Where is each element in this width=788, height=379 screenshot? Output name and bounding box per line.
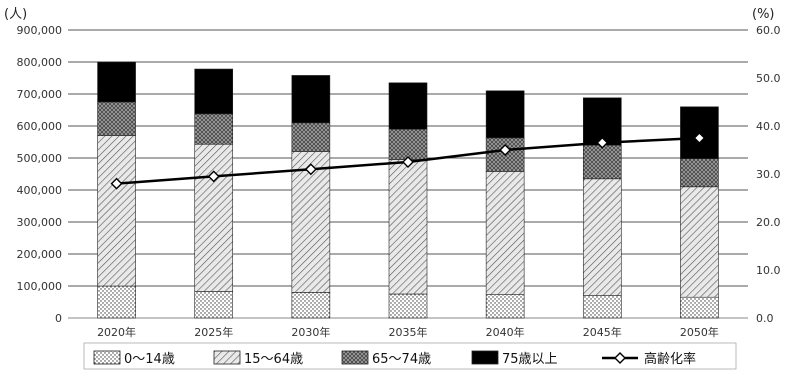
bar-segment-hatch bbox=[194, 143, 234, 292]
bar-series-group bbox=[97, 61, 719, 319]
left-tick-label: 800,000 bbox=[17, 56, 63, 69]
aging-rate-point bbox=[207, 170, 220, 183]
x-tick-label: 2045年 bbox=[583, 325, 622, 339]
legend-box bbox=[83, 342, 737, 370]
left-axis-unit: (人) bbox=[4, 7, 27, 22]
right-tick-label: 40.0 bbox=[756, 120, 781, 133]
bar-segment-solid bbox=[291, 75, 331, 124]
bar-segment-crosshatch bbox=[97, 101, 136, 136]
x-tick-label: 2035年 bbox=[389, 325, 428, 339]
bar-segment-crosshatch bbox=[194, 113, 234, 145]
bar-segment-solid bbox=[97, 61, 136, 103]
x-tick-label: 2020年 bbox=[97, 325, 136, 339]
bar-segment-dots bbox=[388, 293, 428, 319]
legend-label: 15〜64歳 bbox=[244, 352, 303, 367]
right-tick-label: 50.0 bbox=[756, 72, 781, 85]
bar-segment-dots bbox=[194, 291, 234, 319]
right-axis-unit: (%) bbox=[752, 7, 775, 22]
bar-segment-hatch bbox=[582, 178, 622, 296]
right-tick-label: 0.0 bbox=[756, 312, 774, 325]
bar-segment-dots bbox=[485, 294, 525, 319]
bar-segment-dots bbox=[291, 292, 331, 319]
legend-label: 高齢化率 bbox=[644, 351, 696, 367]
aging-rate-point bbox=[402, 156, 414, 168]
left-tick-label: 600,000 bbox=[17, 120, 63, 133]
left-tick-label: 400,000 bbox=[17, 184, 63, 197]
aging-rate-line-group bbox=[110, 132, 706, 190]
bar-segment-solid bbox=[485, 90, 525, 139]
bar-segment-dots bbox=[97, 285, 136, 319]
bar-segment-dots bbox=[680, 296, 719, 319]
x-tick-label: 2030年 bbox=[291, 325, 330, 339]
left-tick-label: 500,000 bbox=[17, 152, 63, 165]
x-tick-label: 2025年 bbox=[194, 325, 233, 339]
axes-group: 0 100,000 200,000 300,000 400,000 500,000 600,… bbox=[17, 24, 781, 339]
left-tick-label: 300,000 bbox=[17, 216, 63, 229]
bar-segment-crosshatch bbox=[680, 158, 719, 188]
bar-segment-dots bbox=[582, 295, 622, 319]
bar-segment-hatch bbox=[485, 171, 525, 295]
right-tick-label: 20.0 bbox=[756, 216, 781, 229]
right-tick-label: 10.0 bbox=[756, 264, 781, 277]
left-tick-label: 100,000 bbox=[17, 280, 63, 293]
legend-label: 65〜74歳 bbox=[372, 352, 431, 367]
legend: 0〜14歳 15〜64歳 65〜74歳 75歳以上 高齢化率 bbox=[83, 342, 737, 370]
bar-segment-crosshatch bbox=[582, 144, 622, 180]
legend-swatch-hatch bbox=[213, 350, 241, 365]
aging-rate-point bbox=[499, 144, 512, 156]
bar-segment-crosshatch bbox=[291, 122, 331, 152]
aging-rate-point bbox=[596, 136, 609, 149]
bar-segment-hatch bbox=[388, 159, 428, 295]
legend-label: 0〜14歳 bbox=[124, 352, 175, 367]
legend-swatch-crosshatch bbox=[341, 350, 369, 365]
bar-segment-solid bbox=[388, 82, 428, 130]
bar-segment-hatch bbox=[680, 186, 719, 298]
left-tick-label: 700,000 bbox=[17, 88, 63, 101]
bar-segment-crosshatch bbox=[388, 128, 428, 160]
x-tick-label: 2040年 bbox=[486, 325, 525, 339]
aging-rate-point bbox=[304, 163, 317, 176]
legend-label: 75歳以上 bbox=[502, 352, 558, 367]
legend-swatch-dots bbox=[93, 350, 121, 365]
right-tick-label: 30.0 bbox=[756, 168, 781, 181]
aging-rate-point bbox=[693, 132, 706, 144]
right-tick-label: 60.0 bbox=[756, 24, 781, 37]
left-tick-label: 0 bbox=[55, 312, 62, 325]
left-tick-label: 200,000 bbox=[17, 248, 63, 261]
bar-segment-solid bbox=[194, 68, 234, 115]
aging-rate-point bbox=[110, 177, 123, 190]
x-tick-label: 2050年 bbox=[680, 325, 719, 339]
legend-line-marker bbox=[614, 352, 626, 364]
left-tick-label: 900,000 bbox=[17, 24, 63, 37]
bar-segment-hatch bbox=[97, 135, 136, 287]
legend-swatch-solid bbox=[471, 350, 499, 365]
